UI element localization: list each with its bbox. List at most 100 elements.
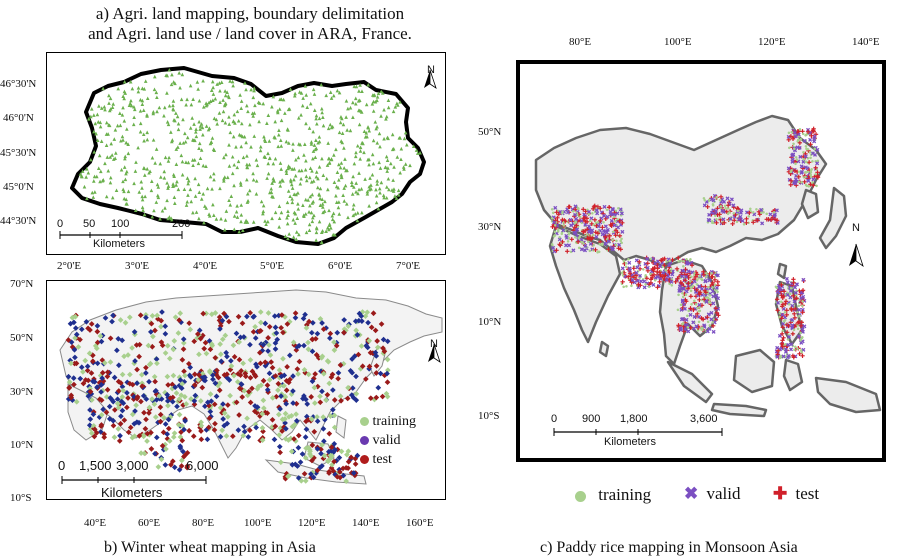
sample-point-marker [328,122,333,127]
panel-a-lat-tick: 44°30'N [0,215,37,227]
sample-point-marker: ✚ [795,158,800,165]
sample-point-marker: ● [601,242,605,248]
sample-point-marker [356,108,361,113]
sample-point-marker [141,409,147,416]
sample-point-marker [224,209,229,213]
sample-point-marker [190,158,195,162]
sample-point-marker: ✖ [579,218,584,225]
sample-point-marker: ✖ [799,295,804,302]
sample-point-marker: ✚ [712,277,717,284]
sample-point-marker: ● [679,276,683,282]
sample-point-marker: ✖ [713,270,718,277]
sample-point-marker: ● [668,281,672,287]
sample-point-marker: ✚ [800,309,805,316]
sample-point-marker [266,113,271,117]
sample-point-marker: ✖ [791,128,796,135]
sample-point-marker: ✚ [679,272,684,279]
sample-point-marker: ✖ [694,289,699,296]
sample-point-marker: ● [771,216,775,222]
sample-point-marker: ✚ [655,269,660,276]
sample-point-marker [286,413,292,420]
sample-point-marker: ● [747,220,751,226]
sample-point-marker [367,395,374,402]
sample-point-marker: ● [783,318,787,324]
sample-point-marker: ✚ [663,273,668,280]
sample-point-marker: ✚ [799,300,804,307]
sample-point-marker: ● [778,315,782,321]
sample-point-marker: ✖ [611,230,616,237]
sample-point-marker [271,436,278,443]
sample-point-marker [379,114,383,118]
sample-point-marker [286,141,291,145]
sample-point-marker [273,210,278,215]
sample-point-marker [164,431,171,437]
sample-point-marker: ✚ [645,268,650,275]
sample-point-marker: ✚ [789,154,794,161]
sample-point-marker [154,147,159,151]
sample-point-marker [221,422,228,429]
sample-point-marker: ✚ [786,169,791,176]
sample-point-marker [89,114,93,119]
sample-point-marker: ✖ [645,256,650,263]
sample-point-marker [360,210,364,215]
sample-point-marker [171,182,175,186]
sample-point-marker: ✚ [629,274,634,281]
sample-point-marker: ✖ [790,325,795,332]
sample-point-marker [185,135,190,140]
sample-point-marker: ✚ [786,137,791,144]
sample-point-marker: ✚ [799,289,804,296]
sample-point-marker: ✖ [791,152,796,159]
sample-point-marker [287,352,293,359]
sample-point-marker: ✚ [629,280,634,287]
sample-point-marker [125,429,132,436]
sample-point-marker: ● [698,273,702,279]
sample-point-marker [395,103,400,107]
sample-point-marker: ✖ [670,268,675,275]
sample-point-marker [208,174,213,179]
sample-point-marker: ● [689,279,693,285]
sample-point-marker: ✖ [632,280,637,287]
sample-point-marker [158,317,165,324]
sample-point-marker [371,161,376,166]
sample-point-marker [204,206,209,210]
sample-point-marker: ✖ [776,283,781,290]
sample-point-marker [271,94,276,99]
sample-point-marker [221,410,228,416]
sample-point-marker [215,82,219,86]
sample-point-marker [119,394,126,400]
sample-point-marker: ✖ [605,214,610,221]
sample-point-marker: ● [782,288,786,294]
sample-point-marker: ● [553,233,557,239]
sample-point-marker [314,138,318,142]
sample-point-marker [140,102,145,106]
sample-point-marker [144,430,151,437]
sample-point-marker [313,155,318,160]
sample-point-marker: ● [781,283,785,289]
panel-c-legend-test: ✚ test [773,484,819,504]
sample-point-marker: ● [579,240,583,246]
sample-point-marker: ● [622,269,626,275]
sample-point-marker: ✖ [564,235,569,242]
sample-point-marker: ● [801,299,805,305]
sample-point-marker [290,197,294,201]
sample-point-marker: ✖ [645,280,650,287]
sample-point-marker: ● [793,344,797,350]
sample-point-marker: ✖ [812,152,817,159]
sample-point-marker [288,165,292,170]
sample-point-marker: ✖ [595,210,600,217]
sample-point-marker [197,190,202,195]
sample-point-marker [156,185,161,189]
sample-point-marker: ✖ [554,231,559,238]
sample-point-marker [342,186,346,190]
sample-point-marker: ✚ [791,276,796,283]
sample-point-marker [291,235,296,239]
sample-point-marker [276,110,280,115]
sample-point-marker: ✖ [786,165,791,172]
sample-point-marker: ● [713,213,717,219]
sample-point-marker [143,416,149,423]
sample-point-marker: ✚ [581,229,586,236]
sample-point-marker [283,111,287,115]
sample-point-marker [163,446,169,452]
sample-point-marker [116,86,121,91]
sample-point-marker [106,403,113,410]
